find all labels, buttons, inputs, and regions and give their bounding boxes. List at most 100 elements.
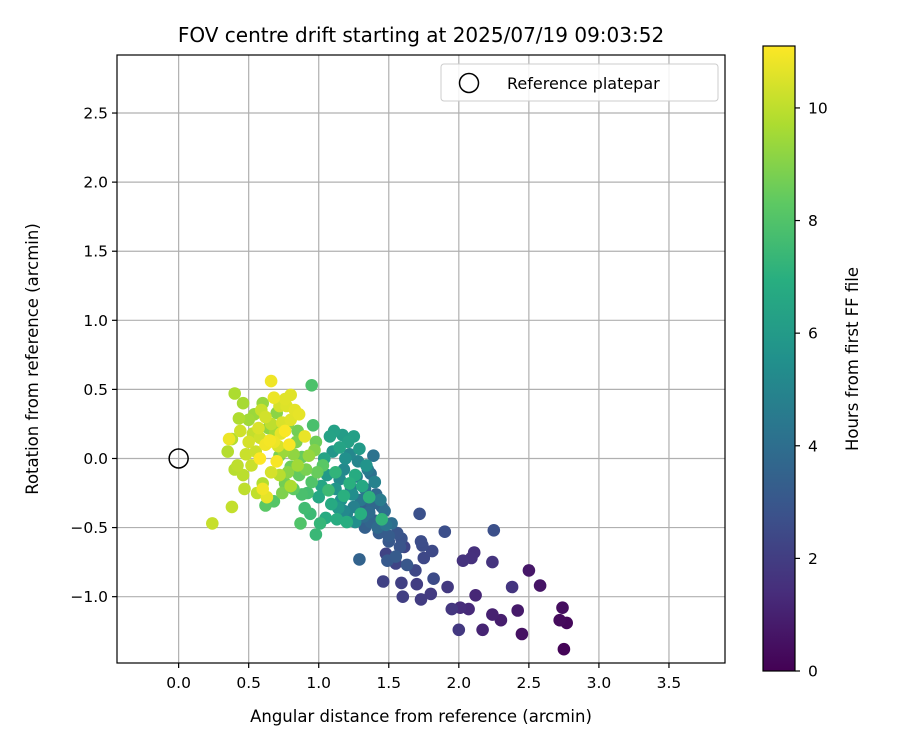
legend-box	[440, 63, 719, 102]
scatter-point	[400, 558, 414, 572]
x-tick-label: 3.0	[587, 674, 612, 692]
scatter-point	[476, 623, 489, 637]
scatter-point	[486, 555, 499, 569]
scatter-point	[330, 513, 344, 526]
scatter-point	[414, 593, 428, 606]
scatter-point	[553, 613, 566, 627]
scatter-point	[284, 479, 298, 493]
scatter-point	[469, 589, 482, 602]
scatter-point	[438, 525, 452, 538]
scatter-point	[382, 529, 396, 543]
scatter-point	[414, 535, 428, 548]
colorbar-label: Hours from first FF file	[843, 267, 862, 451]
scatter-point	[270, 455, 284, 468]
scatter-point	[305, 475, 319, 489]
scatter-point	[242, 413, 255, 427]
scatter-point	[325, 497, 338, 511]
scatter-point	[305, 379, 319, 392]
scatter-point	[355, 479, 369, 493]
scatter-point	[515, 627, 529, 641]
data-points	[206, 374, 573, 656]
scatter-point	[376, 575, 390, 588]
scatter-point	[306, 419, 320, 432]
colorbar-tick-label: 10	[808, 99, 828, 117]
reference-platepar-marker	[168, 448, 189, 469]
scatter-point	[362, 490, 376, 504]
scatter-point	[343, 477, 356, 490]
scatter-point	[278, 424, 292, 438]
scatter-point	[259, 410, 272, 424]
scatter-point	[252, 421, 265, 435]
scatter-point	[228, 387, 241, 400]
scatter-point	[256, 482, 270, 496]
scatter-point	[263, 434, 277, 447]
scatter-point	[533, 579, 547, 592]
scatter-point	[368, 475, 382, 489]
scatter-point	[239, 448, 253, 461]
scatter-point	[354, 507, 368, 521]
scatter-point	[486, 608, 499, 621]
y-tick-label: 2.0	[83, 174, 108, 192]
scatter-point	[487, 524, 501, 537]
scatter-point	[427, 572, 440, 585]
scatter-point	[329, 466, 342, 479]
scatter-point	[309, 528, 323, 541]
scatter-point	[236, 468, 250, 482]
scatter-point	[242, 435, 255, 449]
colorbar-tick-label: 6	[808, 325, 818, 343]
scatter-point	[333, 441, 347, 454]
scatter-point	[287, 448, 300, 461]
scatter-point	[234, 424, 247, 438]
scatter-point	[298, 501, 312, 515]
scatter-point	[452, 623, 466, 637]
scatter-point	[264, 374, 278, 388]
colorbar-tick-label: 2	[808, 550, 818, 568]
scatter-point	[360, 459, 373, 472]
scatter-point	[322, 484, 335, 497]
x-axis-label: Angular distance from reference (arcmin)	[250, 707, 592, 726]
y-axis-ticks: −1.0 −0.5 0.0 0.5 1.0 1.5 2.0 2.5	[70, 105, 117, 606]
scatter-point	[264, 466, 278, 479]
scatter-point	[445, 602, 459, 616]
scatter-point	[425, 544, 439, 558]
scatter-point	[238, 482, 251, 496]
scatter-point	[339, 452, 352, 465]
scatter-point	[417, 551, 431, 565]
scatter-point	[424, 587, 438, 601]
y-tick-label: −1.0	[70, 588, 108, 606]
scatter-point	[291, 459, 305, 472]
colorbar-gradient	[762, 45, 796, 672]
scatter-point	[278, 392, 292, 406]
scatter-point	[313, 517, 327, 530]
scatter-point	[340, 515, 354, 529]
scatter-point	[276, 486, 289, 500]
legend-open-circle-icon	[458, 72, 480, 94]
scatter-point	[511, 604, 524, 617]
scatter-point	[283, 438, 296, 452]
y-tick-label: 1.5	[83, 243, 108, 261]
scatter-point	[311, 466, 324, 479]
scatter-point	[441, 580, 454, 594]
scatter-point	[245, 459, 258, 472]
scatter-point	[298, 430, 312, 443]
x-tick-label: 1.5	[376, 674, 401, 692]
scatter-point	[410, 577, 424, 591]
y-tick-label: 0.0	[83, 450, 108, 468]
scatter-point	[292, 408, 306, 421]
scatter-point	[337, 489, 351, 503]
y-tick-label: 2.5	[83, 105, 108, 123]
scatter-point	[267, 391, 281, 405]
grid	[117, 55, 725, 663]
scatter-point	[375, 513, 389, 526]
y-tick-label: 0.5	[83, 381, 108, 399]
scatter-point	[556, 601, 569, 614]
scatter-point	[222, 432, 236, 446]
scatter-point	[396, 590, 410, 603]
scatter-point	[231, 459, 244, 472]
x-tick-label: 3.5	[657, 674, 682, 692]
reference-marker-layer	[168, 448, 189, 469]
x-tick-label: 1.0	[306, 674, 331, 692]
y-tick-label: 1.0	[83, 312, 108, 330]
scatter-point	[522, 564, 536, 577]
